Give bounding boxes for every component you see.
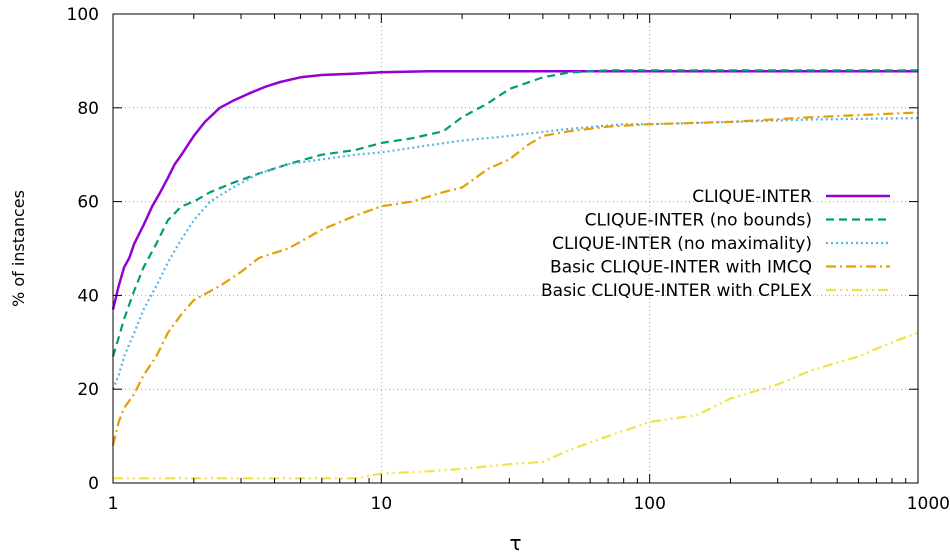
- y-tick-label: 0: [88, 474, 99, 494]
- legend-label: Basic CLIQUE-INTER with CPLEX: [541, 281, 812, 301]
- legend-label: CLIQUE-INTER (no bounds): [585, 211, 812, 231]
- x-tick-label: 100: [633, 494, 665, 514]
- legend-label: Basic CLIQUE-INTER with IMCQ: [550, 258, 812, 278]
- y-tick-label: 40: [77, 286, 99, 306]
- legend-label: CLIQUE-INTER: [692, 187, 812, 207]
- y-tick-label: 20: [77, 380, 99, 400]
- x-tick-label: 10: [371, 494, 393, 514]
- series-line: [111, 69, 918, 357]
- x-tick-label: 1: [108, 494, 119, 514]
- y-tick-label: 60: [77, 193, 99, 213]
- series-line: [113, 331, 919, 480]
- series-line: [111, 69, 918, 310]
- y-axis-label: % of instances: [9, 190, 28, 307]
- y-tick-label: 80: [77, 99, 99, 119]
- series-lines: [111, 69, 919, 480]
- x-axis-label: τ: [509, 531, 521, 555]
- plot-frame: [112, 13, 919, 484]
- legend-label: CLIQUE-INTER (no maximality): [552, 234, 812, 254]
- series-line: [111, 117, 919, 390]
- x-tick-label: 1000: [907, 494, 950, 514]
- axis-ticks: 0 20 40 60 80 100 1 10 100 1000: [67, 5, 950, 514]
- legend: CLIQUE-INTER CLIQUE-INTER (no bounds) CLIQ…: [541, 187, 890, 301]
- y-tick-label: 100: [67, 5, 99, 25]
